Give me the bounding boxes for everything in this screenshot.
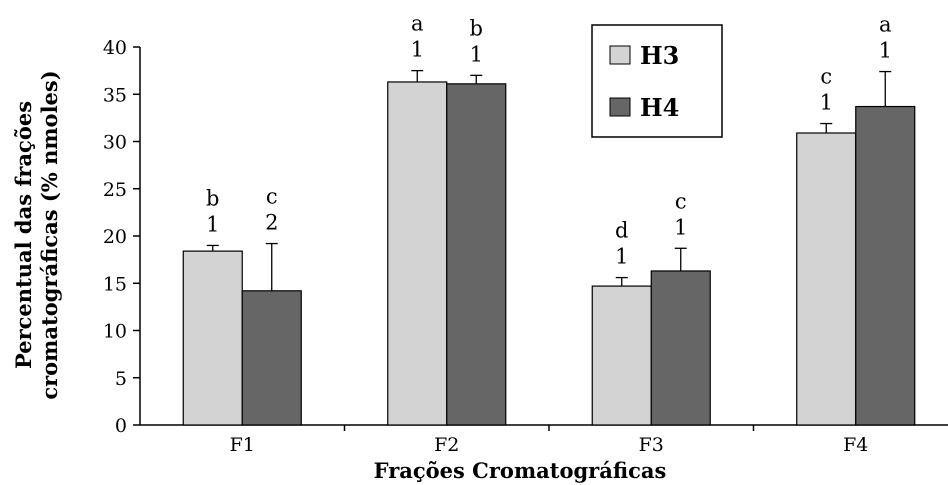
y-tick-label: 25 (103, 179, 127, 201)
legend-swatch-h3 (609, 45, 631, 65)
annotation-letter: c (675, 189, 687, 213)
annotation-number: 1 (674, 215, 687, 239)
y-axis-title-line-2: cromatográficas (% nmoles) (37, 70, 62, 399)
x-tick-label: F3 (639, 434, 664, 456)
annotation-number: 1 (879, 39, 892, 63)
y-axis: 0 5 10 15 20 25 30 35 40 (103, 37, 141, 437)
annotation-letter: c (266, 185, 278, 209)
annotation-letter: a (879, 13, 892, 37)
annotation-number: 1 (615, 245, 628, 269)
x-axis: F1 F2 F3 F4 (140, 424, 948, 456)
annotation-letter: b (206, 186, 219, 210)
bar (855, 105, 916, 426)
legend-label-h3: H3 (640, 41, 679, 70)
y-axis-title-line-1: Percentual das frações (11, 101, 36, 369)
legend: H3 H4 (591, 24, 723, 138)
annotation-letter: a (411, 12, 424, 36)
y-tick-label: 10 (103, 321, 127, 343)
y-tick-label: 35 (103, 84, 127, 106)
bar (446, 83, 507, 426)
x-axis-title: Frações Cromatográficas (374, 458, 667, 483)
y-axis-title: Percentual das frações cromatográficas (… (11, 70, 62, 399)
y-tick-label: 30 (103, 132, 127, 154)
bar (387, 81, 448, 426)
x-tick-label: F4 (843, 434, 868, 456)
bar (796, 132, 857, 426)
legend-swatch-h4 (609, 97, 631, 117)
y-tick-label: 0 (115, 415, 127, 437)
y-tick-label: 20 (103, 226, 127, 248)
bar (241, 290, 302, 426)
annotation-number: 1 (470, 42, 483, 66)
annotation-number: 1 (820, 91, 833, 115)
annotation-number: 2 (265, 211, 278, 235)
legend-label-h4: H4 (640, 93, 679, 122)
bar (591, 285, 652, 426)
bar (182, 250, 243, 426)
legend-box (591, 24, 723, 138)
bars (182, 69, 916, 426)
x-tick-label: F1 (230, 434, 255, 456)
y-tick-label: 5 (115, 368, 127, 390)
annotation-number: 1 (206, 212, 219, 236)
x-tick-label: F2 (434, 434, 459, 456)
bar (650, 270, 711, 426)
annotation-letter: d (615, 219, 628, 243)
annotation-letter: c (820, 65, 832, 89)
y-tick-label: 15 (103, 273, 127, 295)
y-tick-label: 40 (103, 37, 127, 59)
annotation-letter: b (470, 16, 483, 40)
annotation-number: 1 (411, 38, 424, 62)
